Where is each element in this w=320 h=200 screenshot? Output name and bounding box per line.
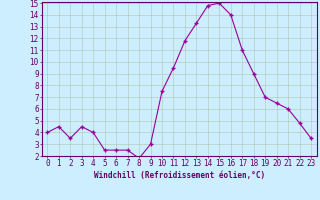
X-axis label: Windchill (Refroidissement éolien,°C): Windchill (Refroidissement éolien,°C) bbox=[94, 171, 265, 180]
